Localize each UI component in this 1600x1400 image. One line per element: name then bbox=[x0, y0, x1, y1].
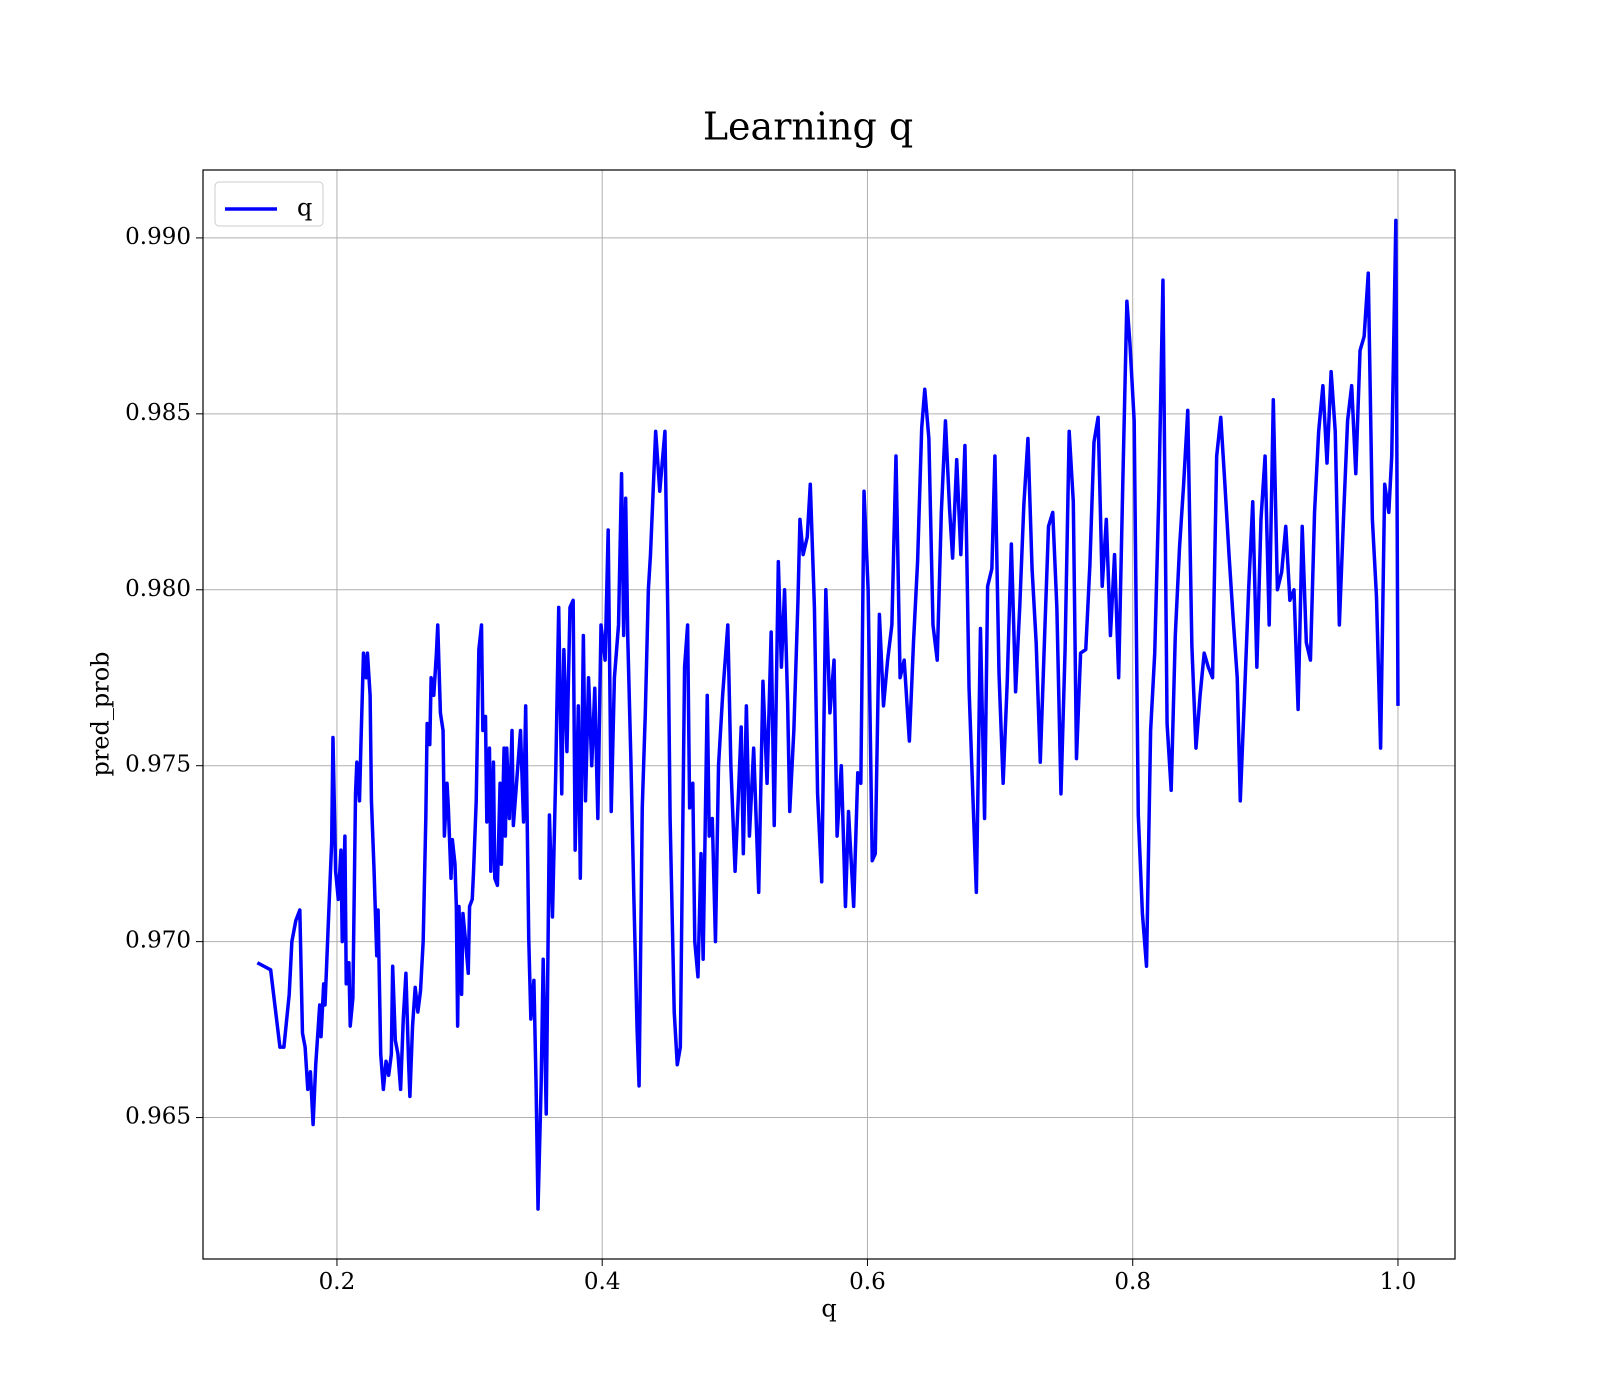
chart-title: Learning q bbox=[703, 105, 913, 149]
plot-frame bbox=[202, 169, 1456, 1260]
legend: q bbox=[214, 181, 324, 227]
y-tick-label: 0.985 bbox=[125, 400, 191, 426]
x-tick-label: 0.4 bbox=[584, 1269, 621, 1295]
y-tick-label: 0.965 bbox=[125, 1104, 191, 1130]
x-tick-label: 0.8 bbox=[1114, 1269, 1151, 1295]
legend-label: q bbox=[297, 194, 312, 222]
x-tick-label: 0.2 bbox=[319, 1269, 356, 1295]
legend-box bbox=[214, 181, 324, 227]
y-tick-label: 0.990 bbox=[125, 224, 191, 250]
y-tick-label: 0.975 bbox=[125, 752, 191, 778]
x-tick-label: 1.0 bbox=[1380, 1269, 1417, 1295]
x-axis-label: q bbox=[821, 1295, 836, 1323]
data-line bbox=[256, 218, 1400, 1211]
y-axis-label: pred_prob bbox=[87, 651, 115, 776]
y-tick-label: 0.970 bbox=[125, 928, 191, 954]
x-tick-label: 0.6 bbox=[849, 1269, 886, 1295]
y-tick-label: 0.980 bbox=[125, 576, 191, 602]
